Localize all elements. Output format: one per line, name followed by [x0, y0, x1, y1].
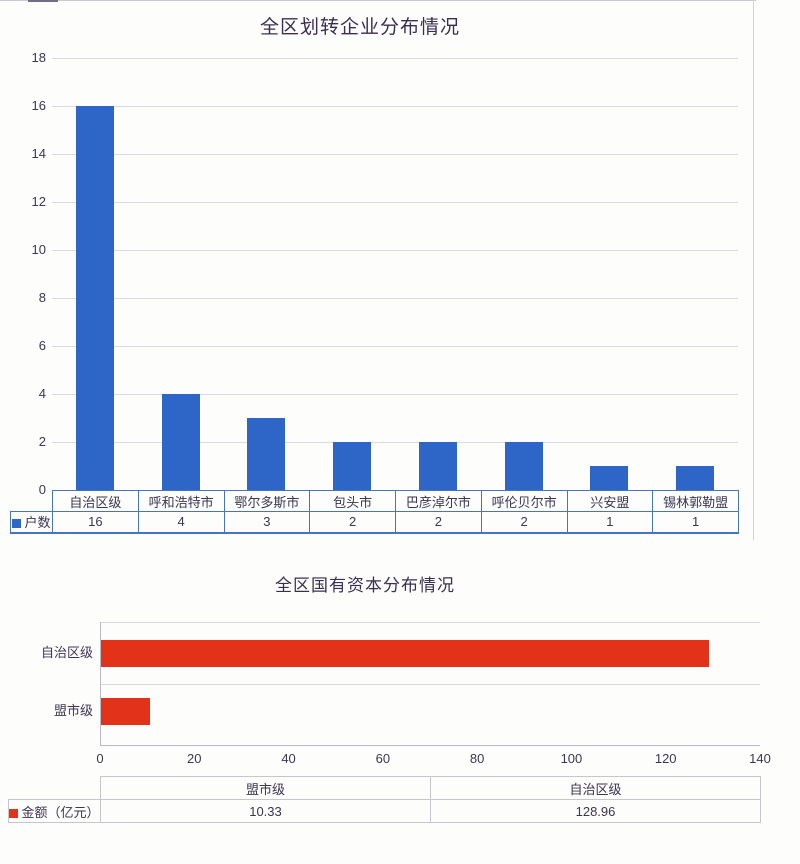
- table-value-cell: 3: [223, 511, 311, 534]
- table-header-cell: 巴彦淖尔市: [395, 490, 482, 512]
- bar: [101, 639, 709, 667]
- chart1-title: 全区划转企业分布情况: [259, 17, 460, 38]
- gridline: [52, 106, 738, 107]
- table-value-cell: 4: [137, 511, 225, 534]
- table-header-cell: 兴安盟: [566, 490, 654, 512]
- category-label: 自治区级: [40, 644, 93, 660]
- x-tick-label: 40: [281, 751, 296, 766]
- bar: [418, 442, 457, 490]
- chart2-data-table: 盟市级 自治区级金额（亿元） 10.33 128.96: [8, 776, 761, 823]
- x-tick-label: 0: [96, 751, 104, 766]
- x-tick-label: 80: [469, 751, 485, 766]
- legend-label: 户数: [24, 515, 51, 531]
- table-value-cell: 2: [309, 511, 396, 534]
- table-value-cell: 2: [480, 511, 568, 534]
- legend-swatch: [9, 808, 19, 818]
- table-corner-blank: [9, 777, 101, 800]
- x-tick-label: 140: [749, 751, 771, 766]
- chart2-y-axis-line: [100, 622, 101, 745]
- x-tick-label: 120: [654, 751, 677, 766]
- table-header-cell: 鄂尔多斯市: [223, 490, 311, 512]
- y-tick-label: 4: [38, 386, 46, 401]
- x-tick-label: 20: [187, 751, 202, 766]
- bar: [504, 442, 543, 490]
- legend-cell: 金额（亿元）: [8, 799, 101, 823]
- y-tick-label: 2: [38, 434, 46, 449]
- bar: [676, 466, 715, 490]
- table-value-cell: 1: [652, 511, 739, 534]
- chart2-plot-top-line: [100, 622, 760, 623]
- gridline: [52, 202, 738, 203]
- gridline: [52, 394, 738, 395]
- y-tick-label: 14: [31, 146, 46, 161]
- right-divider-line: [753, 0, 754, 540]
- gridline: [52, 346, 738, 347]
- legend-swatch: [12, 519, 22, 529]
- table-value-cell: 16: [52, 511, 139, 534]
- gridline: [52, 298, 738, 299]
- x-tick-label: 100: [560, 751, 583, 766]
- y-tick-label: 10: [31, 242, 46, 257]
- gridline: [52, 250, 738, 251]
- y-tick-label: 8: [38, 290, 46, 305]
- y-tick-label: 6: [38, 338, 46, 353]
- chart2-gridline: [100, 683, 760, 685]
- table-value-cell: 2: [395, 511, 482, 534]
- bar: [247, 418, 286, 490]
- category-label: 盟市级: [53, 702, 93, 718]
- bar: [333, 442, 372, 490]
- legend-label: 金额（亿元）: [21, 804, 100, 820]
- bar: [101, 697, 150, 725]
- table-header-cell: 自治区级: [430, 776, 761, 800]
- chart2-title: 全区国有资本分布情况: [275, 576, 455, 595]
- bar: [590, 466, 629, 490]
- table-header-cell: 锡林郭勒盟: [652, 490, 739, 512]
- gridline: [52, 58, 738, 59]
- chart1-data-table: 自治区级 呼和浩特市 鄂尔多斯市 包头市 巴彦淖尔市 呼伦贝尔市 兴安盟 锡林郭勒盟户数 16 4…: [10, 490, 739, 534]
- table-header-cell: 自治区级: [52, 490, 139, 512]
- bar: [161, 394, 200, 490]
- y-tick-label: 16: [31, 98, 46, 113]
- table-header-cell: 盟市级: [100, 776, 431, 800]
- bar: [75, 106, 114, 490]
- table-corner-blank: [11, 491, 53, 512]
- x-tick-label: 60: [375, 751, 391, 766]
- gridline: [52, 442, 738, 443]
- y-tick-label: 12: [31, 194, 46, 209]
- legend-cell: 户数: [10, 511, 53, 534]
- table-value-cell: 128.96: [430, 799, 761, 823]
- top-border-dash: [28, 0, 58, 2]
- chart2-x-axis-line: [100, 745, 760, 746]
- y-tick-label: 0: [38, 482, 46, 497]
- top-border-line: [0, 0, 756, 1]
- table-header-cell: 呼伦贝尔市: [480, 490, 568, 512]
- table-value-cell: 1: [566, 511, 654, 534]
- table-header-cell: 呼和浩特市: [137, 490, 225, 512]
- y-tick-label: 18: [31, 50, 46, 65]
- table-header-cell: 包头市: [309, 490, 396, 512]
- gridline: [52, 154, 738, 155]
- table-value-cell: 10.33: [100, 799, 431, 823]
